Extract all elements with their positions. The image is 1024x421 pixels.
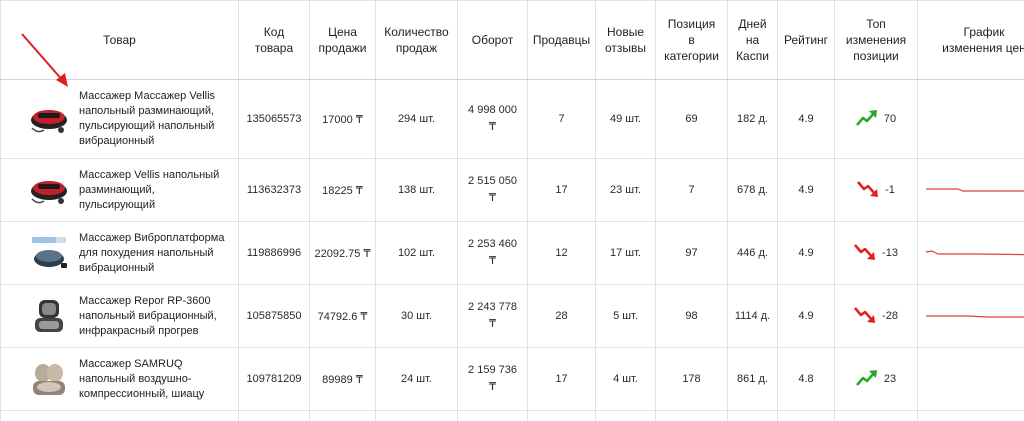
product-cell[interactable]: Массажер Vellis напольный разминающий, пул…: [0, 158, 239, 222]
sellers-count: 28: [527, 284, 596, 348]
header-graph: График изменения цен: [917, 0, 1024, 80]
product-image[interactable]: [23, 99, 75, 139]
turnover: 2 515 050 ₸: [457, 158, 528, 222]
price-graph: [917, 158, 1024, 222]
position-change: -13: [834, 221, 918, 285]
rating: 4.9: [777, 221, 835, 285]
header-code[interactable]: Код товара: [238, 0, 310, 80]
trend-down-icon: [854, 243, 876, 264]
sale-price: 17000 ₸: [309, 79, 376, 159]
rating: 4.9: [777, 158, 835, 222]
header-turnover[interactable]: Оборот: [457, 0, 528, 80]
product-cell[interactable]: Массажер Массажер Vellis напольный размин…: [0, 79, 239, 159]
rating: 4.9: [777, 79, 835, 159]
days-on-kaspi: 861 д.: [727, 347, 778, 411]
table-row[interactable]: Массажер Массажер Vellis напольный размин…: [0, 79, 1024, 159]
product-code: 105875850: [238, 284, 310, 348]
days-on-kaspi: 182 д.: [727, 79, 778, 159]
days-on-kaspi: 446 д.: [727, 221, 778, 285]
sales-quantity: 294 шт.: [375, 79, 458, 159]
sale-price: 18225 ₸: [309, 158, 376, 222]
category-position: 69: [655, 79, 728, 159]
position-change: -28: [834, 284, 918, 348]
trend-up-icon: [855, 109, 878, 130]
position-change: 70: [834, 79, 918, 159]
rating: 4.9: [777, 284, 835, 348]
header-days[interactable]: Дней на Каспи: [727, 0, 778, 80]
header-reviews[interactable]: Новые отзывы: [595, 0, 656, 80]
sales-quantity: 30 шт.: [375, 284, 458, 348]
new-reviews: 23 шт.: [595, 158, 656, 222]
days-on-kaspi: 678 д.: [727, 158, 778, 222]
product-name[interactable]: Массажер Виброплатформа для похудения нап…: [79, 231, 225, 274]
category-position: 178: [655, 347, 728, 411]
product-name[interactable]: Массажер Repor RP-3600 напольный вибрацио…: [79, 294, 217, 337]
price-graph: [917, 284, 1024, 348]
header-product[interactable]: Товар: [0, 0, 239, 80]
header-price[interactable]: Цена продажи: [309, 0, 376, 80]
header-rating[interactable]: Рейтинг: [777, 0, 835, 80]
price-graph: [917, 221, 1024, 285]
table-row[interactable]: Массажер SAMRUQ напольный воздушно-компре…: [0, 347, 1024, 411]
category-position: 97: [655, 221, 728, 285]
product-cell[interactable]: Массажер SAMRUQ напольный воздушно-компре…: [0, 347, 239, 411]
turnover: 4 998 000 ₸: [457, 79, 528, 159]
header-position[interactable]: Позиция в категории: [655, 0, 728, 80]
trend-down-icon: [857, 180, 879, 201]
sales-quantity: 138 шт.: [375, 158, 458, 222]
new-reviews: 5 шт.: [595, 284, 656, 348]
sellers-count: 7: [527, 79, 596, 159]
sale-price: 74792.6 ₸: [309, 284, 376, 348]
table-row[interactable]: Массажер Vellis напольный разминающий, пул…: [0, 158, 1024, 222]
sale-price: 89989 ₸: [309, 347, 376, 411]
sellers-count: 17: [527, 347, 596, 411]
table-row[interactable]: Массажер Виброплатформа для похудения нап…: [0, 221, 1024, 285]
product-name[interactable]: Массажер SAMRUQ напольный воздушно-компре…: [79, 357, 205, 400]
product-code: 109781209: [238, 347, 310, 411]
product-cell[interactable]: Массажер Виброплатформа для похудения нап…: [0, 221, 239, 285]
product-image[interactable]: [23, 296, 75, 336]
header-sellers[interactable]: Продавцы: [527, 0, 596, 80]
days-on-kaspi: 1114 д.: [727, 284, 778, 348]
position-change: 23: [834, 347, 918, 411]
product-cell[interactable]: Массажер Repor RP-3600 напольный вибрацио…: [0, 284, 239, 348]
turnover: 2 243 778 ₸: [457, 284, 528, 348]
position-change: -1: [834, 158, 918, 222]
category-position: 7: [655, 158, 728, 222]
sellers-count: 17: [527, 158, 596, 222]
category-position: 98: [655, 284, 728, 348]
sales-quantity: 24 шт.: [375, 347, 458, 411]
new-reviews: 4 шт.: [595, 347, 656, 411]
product-name[interactable]: Массажер Vellis напольный разминающий, пул…: [79, 168, 220, 211]
sellers-count: 12: [527, 221, 596, 285]
product-image[interactable]: [23, 359, 75, 399]
trend-down-icon: [854, 306, 876, 327]
price-graph: [917, 79, 1024, 159]
header-qty[interactable]: Количество продаж: [375, 0, 458, 80]
product-code: 135065573: [238, 79, 310, 159]
product-code: 119886996: [238, 221, 310, 285]
product-name[interactable]: Массажер Массажер Vellis напольный размин…: [79, 90, 216, 147]
turnover: 2 253 460 ₸: [457, 221, 528, 285]
trend-up-icon: [855, 369, 878, 390]
header-top-change[interactable]: Топ изменения позиции: [834, 0, 918, 80]
rating: 4.8: [777, 347, 835, 411]
sale-price: 22092.75 ₸: [309, 221, 376, 285]
new-reviews: 17 шт.: [595, 221, 656, 285]
product-image[interactable]: [23, 170, 75, 210]
product-image[interactable]: [23, 233, 75, 273]
price-graph: [917, 347, 1024, 411]
new-reviews: 49 шт.: [595, 79, 656, 159]
turnover: 2 159 736 ₸: [457, 347, 528, 411]
table-header-row: Товар Код товара Цена продажи Количество пр…: [0, 0, 1024, 80]
product-code: 113632373: [238, 158, 310, 222]
table-row: [0, 410, 1024, 421]
sales-quantity: 102 шт.: [375, 221, 458, 285]
table-row[interactable]: Массажер Repor RP-3600 напольный вибрацио…: [0, 284, 1024, 348]
